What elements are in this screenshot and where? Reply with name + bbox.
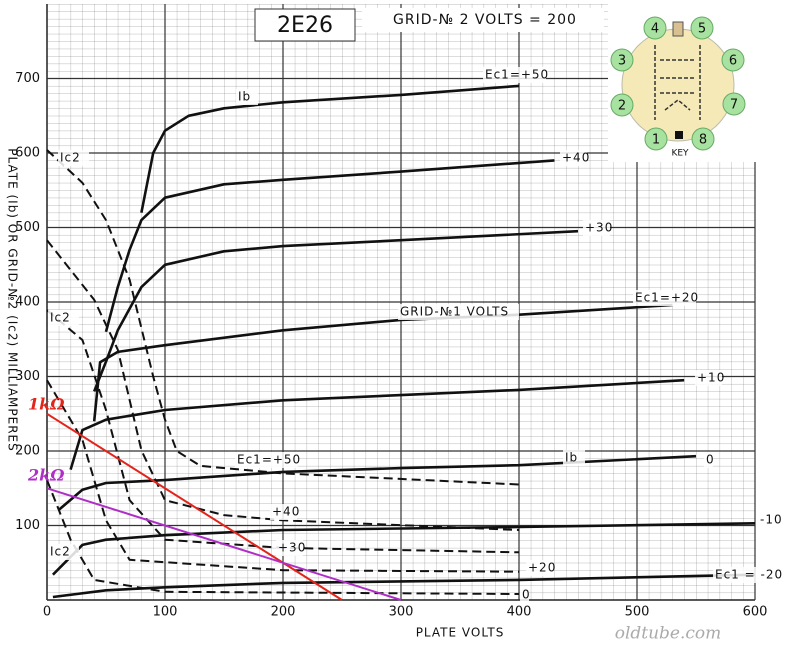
pin-number: 4 xyxy=(651,22,659,37)
plate-current-curve xyxy=(51,522,756,576)
y-tick-label: 100 xyxy=(15,518,40,533)
subtitle-box xyxy=(362,8,604,32)
label-bg xyxy=(704,452,713,468)
label-bg xyxy=(695,370,722,386)
label-bg xyxy=(520,587,529,603)
pin xyxy=(610,93,634,117)
pin-number: 1 xyxy=(652,133,660,148)
series-label: +30 xyxy=(278,541,306,555)
load-line xyxy=(46,487,402,601)
screen-current-curve xyxy=(46,479,520,595)
pin xyxy=(610,48,634,72)
label-bg xyxy=(526,560,553,576)
series-label: 1kΩ xyxy=(28,395,65,414)
series-label: +20 xyxy=(528,561,556,575)
plate-current-curve xyxy=(69,378,685,470)
screen-current-curve xyxy=(46,149,520,486)
x-tick-label: 300 xyxy=(389,605,414,620)
x-axis-label: PLATE VOLTS xyxy=(416,626,505,640)
pinout: 1 2 3 4 5 6 7 8 KEY xyxy=(608,4,792,162)
y-tick-label: 600 xyxy=(15,146,40,161)
key-label: KEY xyxy=(671,149,689,159)
y-axis-label: PLATE (Ib) OR GRID-№2 (Ic2) MILLIAMPERES xyxy=(6,148,20,451)
series-label: Ec1=+50 xyxy=(485,68,549,82)
series-label: +40 xyxy=(562,151,590,165)
x-tick-label: 200 xyxy=(271,605,296,620)
chart-subtitle: GRID-№ 2 VOLTS = 200 xyxy=(393,12,577,28)
series-label: 0 xyxy=(706,453,715,467)
annotation: Ic2 xyxy=(50,311,71,325)
annotation: Ib xyxy=(238,90,251,104)
tube-cap xyxy=(672,21,684,37)
label-bg xyxy=(270,504,297,520)
label-bg xyxy=(758,512,785,528)
series-label: Ec1=+50 xyxy=(237,453,301,467)
annotation: GRID-№1 VOLTS xyxy=(400,305,509,319)
series-label: Ec1=+20 xyxy=(635,291,699,305)
pin xyxy=(643,16,667,40)
annotation-bg xyxy=(48,310,79,326)
label-bg xyxy=(633,290,696,306)
annotation: Ic2 xyxy=(60,151,81,165)
pin xyxy=(721,48,745,72)
pin-number: 6 xyxy=(729,54,737,69)
label-bg xyxy=(276,540,303,556)
annotation-bg xyxy=(48,544,79,560)
series-label: +10 xyxy=(697,371,725,385)
x-tick-label: 0 xyxy=(43,605,51,620)
pin xyxy=(722,92,746,116)
tube-base xyxy=(621,28,735,142)
x-tick-label: 500 xyxy=(625,605,650,620)
screen-current-curve xyxy=(46,379,520,573)
key-mark xyxy=(675,131,683,139)
watermark: oldtube.com xyxy=(615,624,722,644)
pin-number: 2 xyxy=(618,99,626,114)
series-label: -10 xyxy=(760,513,783,527)
plate-current-curve xyxy=(104,159,555,333)
annotation: Ib xyxy=(565,451,578,465)
y-tick-label: 300 xyxy=(15,369,40,384)
x-tick-label: 600 xyxy=(743,605,768,620)
pin xyxy=(644,127,668,151)
series-label: 2kΩ xyxy=(27,466,65,485)
label-bg xyxy=(560,150,587,166)
y-tick-label: 400 xyxy=(15,295,40,310)
title-box xyxy=(254,8,356,42)
pin-number: 3 xyxy=(618,54,626,69)
label-bg xyxy=(713,567,794,583)
series-label: +30 xyxy=(585,221,613,235)
annotation-bg xyxy=(236,89,258,105)
annotation: Ic2 xyxy=(50,545,71,559)
label-bg xyxy=(583,220,610,236)
tube-electrodes xyxy=(654,45,701,120)
y-tick-label: 500 xyxy=(15,220,40,235)
series-label: +40 xyxy=(272,505,300,519)
pin xyxy=(691,127,715,151)
annotation-bg xyxy=(398,304,519,320)
x-tick-label: 400 xyxy=(507,605,532,620)
pin-number: 8 xyxy=(699,133,707,148)
series-label: 0 xyxy=(522,588,531,602)
plate-current-curve xyxy=(92,229,579,392)
plate-current-curve xyxy=(140,84,520,213)
series-label: Ec1 = -20 xyxy=(715,568,783,582)
x-tick-label: 100 xyxy=(153,605,178,620)
plate-current-curve xyxy=(57,454,697,511)
pin-number: 5 xyxy=(698,22,706,37)
label-bg xyxy=(235,452,298,468)
y-tick-label: 200 xyxy=(15,444,40,459)
pin xyxy=(690,16,714,40)
label-bg xyxy=(483,67,546,83)
plate-current-curve xyxy=(52,573,756,599)
chart-title: 2E26 xyxy=(277,13,333,38)
annotation-bg xyxy=(58,150,89,166)
pin-number: 7 xyxy=(730,98,738,113)
load-line xyxy=(46,412,343,601)
annotation-bg xyxy=(563,450,585,466)
y-tick-label: 700 xyxy=(15,71,40,86)
